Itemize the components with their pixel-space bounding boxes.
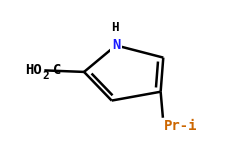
Text: HO: HO xyxy=(25,63,42,77)
Text: H: H xyxy=(111,21,118,34)
Text: 2: 2 xyxy=(42,71,49,81)
Text: Pr-i: Pr-i xyxy=(164,119,197,133)
Text: N: N xyxy=(112,38,120,52)
Text: C: C xyxy=(53,63,61,77)
